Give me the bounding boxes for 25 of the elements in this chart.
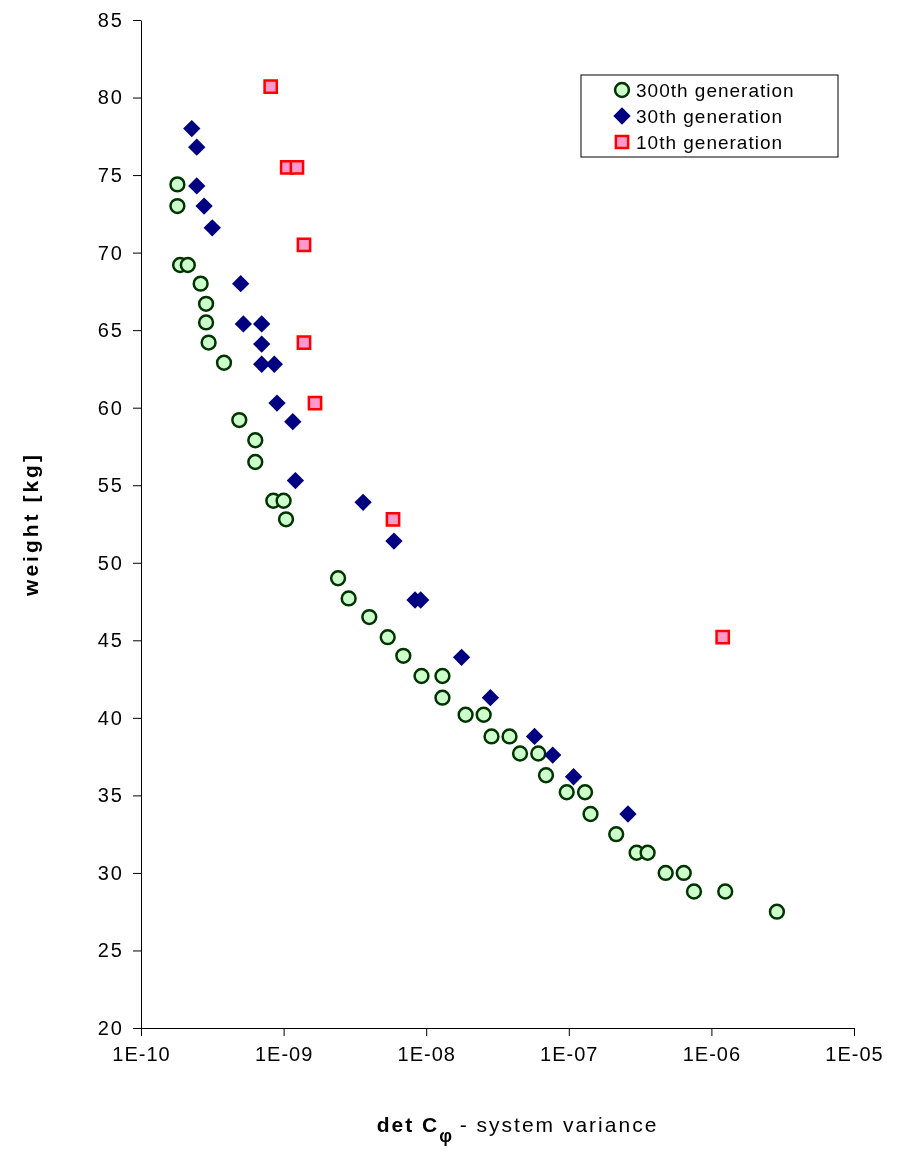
y-tick-label: 35: [97, 784, 124, 807]
x-tick-label: 1E-05: [825, 1043, 884, 1065]
y-tick-label: 25: [97, 939, 124, 962]
y-tick-label: 20: [97, 1016, 124, 1039]
y-tick-label: 50: [97, 551, 124, 574]
y-axis-title: weight [kg]: [19, 452, 42, 597]
y-tick-label: 85: [97, 8, 124, 31]
x-tick-label: 1E-09: [254, 1043, 314, 1065]
legend-label: 10th generation: [636, 132, 784, 153]
x-tick-label: 1E-06: [682, 1043, 742, 1065]
y-tick-label: 60: [97, 396, 124, 419]
y-tick-label: 55: [97, 474, 124, 497]
y-tick-label: 80: [97, 86, 124, 109]
y-tick-label: 65: [97, 319, 124, 342]
x-axis-title: det C$_{φ}$ - system variance: [376, 1113, 659, 1146]
y-tick-label: 30: [97, 861, 124, 884]
y-tick-label: 45: [97, 629, 124, 652]
y-tick-label: 75: [97, 163, 124, 186]
legend-label: 300th generation: [636, 80, 795, 101]
x-tick-label: 1E-08: [397, 1043, 456, 1065]
x-tick-label: 1E-10: [112, 1043, 171, 1065]
legend-label: 30th generation: [636, 106, 784, 127]
x-tick-label: 1E-07: [540, 1043, 599, 1065]
y-tick-label: 70: [97, 241, 124, 264]
y-tick-label: 40: [97, 706, 124, 729]
